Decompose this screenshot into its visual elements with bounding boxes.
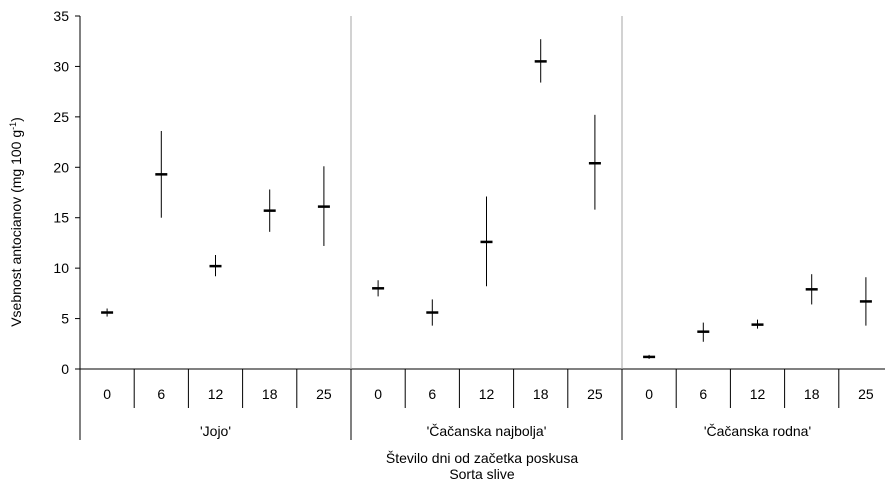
group-label: 'Čačanska najbolja' (427, 423, 547, 439)
category-label: 6 (699, 386, 707, 402)
category-label: 25 (316, 386, 332, 402)
category-label: 12 (750, 386, 766, 402)
category-label: 25 (587, 386, 603, 402)
y-tick-label: 25 (53, 109, 69, 125)
y-tick-label: 15 (53, 210, 69, 226)
x-axis-label-line1: Število dni od začetka poskusa (386, 450, 578, 466)
group-label: 'Čačanska rodna' (704, 423, 811, 439)
category-label: 6 (428, 386, 436, 402)
category-label: 0 (374, 386, 382, 402)
y-tick-label: 20 (53, 159, 69, 175)
category-label: 18 (262, 386, 278, 402)
y-axis-label-main: Vsebnost antocianov (mg 100 g (8, 130, 24, 327)
y-tick-label: 10 (53, 260, 69, 276)
y-tick-label: 0 (61, 361, 69, 377)
x-axis-label-line2: Sorta slive (449, 466, 515, 482)
y-tick-label: 5 (61, 311, 69, 327)
group-label: 'Jojo' (200, 423, 231, 439)
y-tick-label: 30 (53, 58, 69, 74)
y-tick-label: 35 (53, 8, 69, 24)
category-label: 18 (533, 386, 549, 402)
x-axis-ticks: 'Jojo' 0 6 12 18 25 'Čačanska najbolja' 0 6 12 18 2… (103, 369, 874, 439)
category-label: 18 (804, 386, 820, 402)
y-axis-label-close: ) (8, 117, 24, 122)
category-label: 0 (645, 386, 653, 402)
category-label: 12 (208, 386, 224, 402)
category-label: 12 (479, 386, 495, 402)
y-axis-label: Vsebnost antocianov (mg 100 g-1) (8, 117, 24, 327)
chart-frame (79, 16, 885, 440)
category-label: 0 (103, 386, 111, 402)
data-points (101, 39, 872, 359)
category-label: 6 (157, 386, 165, 402)
category-label: 25 (858, 386, 874, 402)
y-axis-ticks: 0 5 10 15 20 25 30 35 (53, 8, 80, 377)
y-axis-label-superscript: -1 (8, 122, 18, 130)
